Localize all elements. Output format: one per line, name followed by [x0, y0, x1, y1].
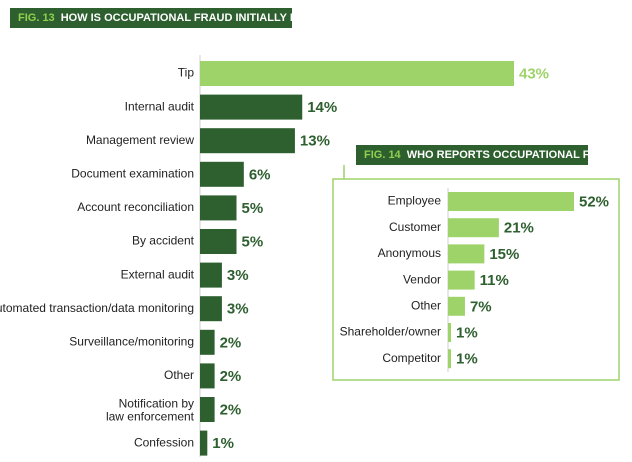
fig13-value-label: 2%: [220, 401, 242, 418]
fig13-value-label: 3%: [227, 301, 249, 318]
fig13-value-label: 6%: [249, 166, 271, 183]
fig14-category-label: Customer: [389, 220, 441, 234]
fig14-value-label: 1%: [456, 351, 478, 368]
fig13-bar: [200, 195, 237, 221]
fig13-bar: [200, 430, 208, 456]
fig13-category-label: External audit: [121, 267, 195, 281]
fig14-bar: [448, 192, 574, 211]
fig13-bar: [200, 94, 303, 120]
fig14-bar: [448, 218, 499, 238]
fig13-category-label: Surveillance/monitoring: [69, 334, 194, 348]
fig13-category-line: Notification by: [119, 397, 194, 411]
fig14-category-label: Other: [411, 298, 441, 312]
fig14-value-label: 11%: [480, 272, 509, 289]
fig13-category-label: Automated transaction/data monitoring: [0, 301, 194, 315]
fig14-label: FIG. 14: [364, 149, 401, 161]
fig13-category-label: Notification by law enforcement: [106, 397, 195, 424]
fig14-frame: [332, 178, 620, 381]
fig13-category-label: Account reconciliation: [77, 200, 194, 214]
fig13-value-label: 3%: [227, 267, 249, 284]
fig13-bar: [200, 229, 237, 254]
fig13-bar: [200, 329, 215, 355]
fig13-category-label: By accident: [132, 234, 195, 248]
fig14-value-label: 15%: [489, 246, 519, 263]
fig13-category-label: Tip: [178, 66, 195, 80]
fig14-bar: [448, 270, 475, 290]
fig13-category-label: Document examination: [71, 166, 194, 180]
fig13-category-label: Internal audit: [125, 99, 195, 113]
fig13-category-line: law enforcement: [106, 410, 195, 424]
fig13-bar: [200, 397, 215, 422]
fig14-value-label: 7%: [470, 298, 492, 315]
fig14-value-label: 21%: [504, 220, 534, 237]
fig13-value-label: 5%: [242, 200, 264, 217]
fig13-category-label: Confession: [134, 435, 194, 449]
fig14-category-label: Employee: [388, 194, 442, 208]
fig14-category-label: Anonymous: [378, 246, 441, 260]
fig14-value-label: 52%: [579, 193, 609, 210]
fig13-label: FIG. 13: [18, 12, 55, 24]
fig14-title-box: FIG. 14 WHO REPORTS OCCUPATIONAL FRAUD?: [356, 145, 628, 165]
fig13-value-label: 43%: [519, 65, 549, 82]
fig13-category-label: Other: [164, 368, 194, 382]
fig14-value-label: 1%: [456, 324, 478, 341]
fig13-bar: [200, 128, 295, 154]
fig13-bar: [200, 296, 222, 322]
fig14-category-label: Competitor: [382, 351, 441, 365]
fig13-value-label: 1%: [212, 435, 234, 452]
fig13-bar: [200, 61, 514, 86]
fig13-title-box: FIG. 13 HOW IS OCCUPATIONAL FRAUD INITIA…: [10, 8, 356, 28]
fig13-value-label: 14%: [307, 99, 337, 116]
fig13-bar: [200, 161, 244, 187]
fig14-bar: [448, 349, 451, 369]
fig13-value-label: 13%: [300, 133, 330, 150]
fig14-category-label: Shareholder/owner: [340, 325, 441, 339]
fig13-value-label: 2%: [220, 334, 242, 351]
fig13-bar: [200, 363, 215, 389]
fig14-bar: [448, 323, 451, 342]
fig14-title: WHO REPORTS OCCUPATIONAL FRAUD?: [406, 149, 628, 161]
fig14-category-label: Vendor: [403, 272, 441, 286]
fig14-bar: [448, 296, 465, 316]
fig13-value-label: 5%: [242, 233, 264, 250]
fig13-bar: [200, 262, 222, 288]
fig13-category-label: Management review: [86, 133, 194, 147]
fig13-value-label: 2%: [220, 368, 242, 385]
fig14-bar: [448, 244, 485, 264]
fig13-title: HOW IS OCCUPATIONAL FRAUD INITIALLY DETE…: [60, 12, 356, 24]
